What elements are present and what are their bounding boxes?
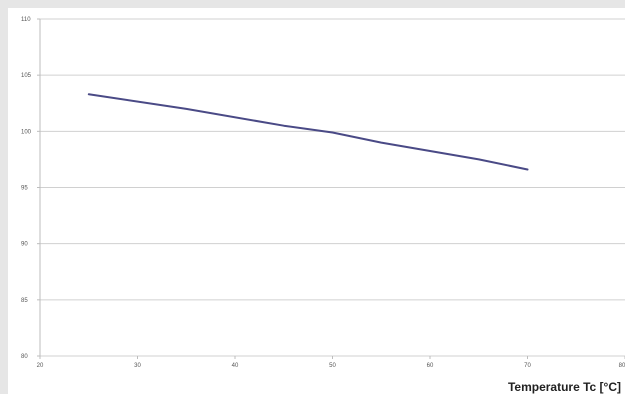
gridlines bbox=[40, 18, 625, 357]
x-tick-label: 20 bbox=[37, 363, 44, 369]
series-line bbox=[87, 93, 529, 171]
x-tick-label: 70 bbox=[524, 363, 531, 369]
x-tick-label: 50 bbox=[329, 363, 336, 369]
x-tick-labels: 20 30 40 50 60 70 80 bbox=[37, 363, 625, 369]
y-tick-label: 105 bbox=[21, 73, 32, 79]
y-tick-label: 90 bbox=[21, 242, 28, 248]
x-axis-label: Temperature Tc [°C] bbox=[508, 380, 621, 394]
y-tick-label: 85 bbox=[21, 298, 28, 304]
plot-background bbox=[8, 8, 625, 394]
axes bbox=[37, 18, 625, 359]
series bbox=[87, 93, 529, 171]
x-tick-label: 30 bbox=[134, 363, 141, 369]
y-tick-label: 80 bbox=[21, 354, 28, 360]
x-tick-label: 40 bbox=[232, 363, 239, 369]
y-tick-label: 95 bbox=[21, 186, 28, 192]
y-tick-label: 100 bbox=[21, 129, 32, 135]
y-tick-labels: 80 85 90 95 100 105 110 bbox=[21, 17, 32, 360]
x-tick-label: 80 bbox=[619, 363, 625, 369]
y-tick-label: 110 bbox=[21, 17, 31, 23]
x-tick-label: 60 bbox=[427, 363, 434, 369]
